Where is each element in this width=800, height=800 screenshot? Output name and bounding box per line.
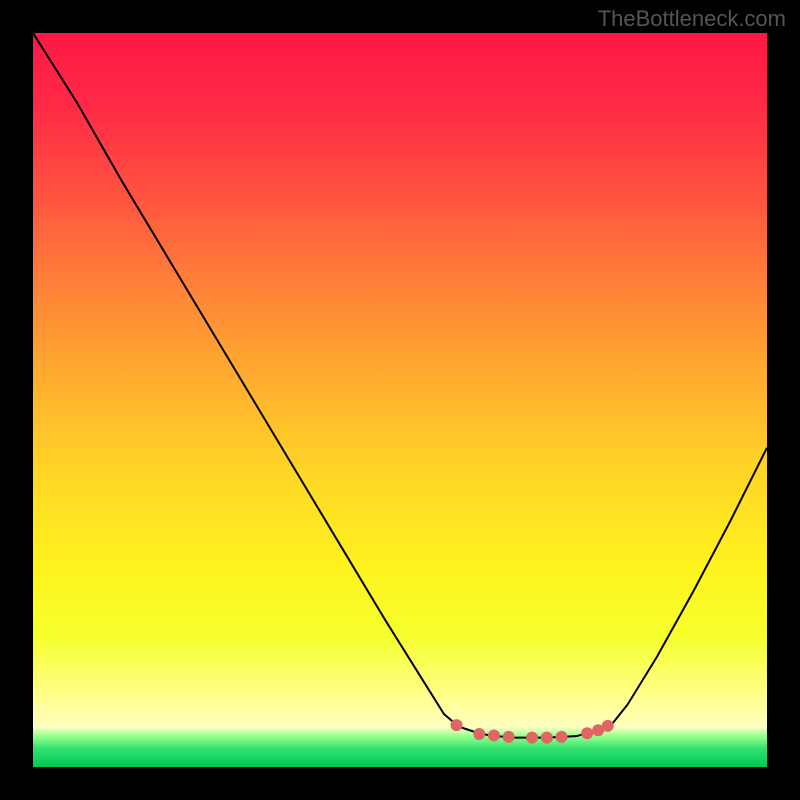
- chart-container: TheBottleneck.com: [0, 0, 800, 800]
- watermark-text: TheBottleneck.com: [598, 6, 786, 32]
- optimal-dot: [602, 720, 614, 732]
- optimal-dot: [473, 728, 485, 740]
- bottleneck-curve: [33, 33, 767, 738]
- plot-area: [33, 33, 767, 767]
- optimal-dot: [526, 732, 538, 744]
- optimal-dot: [581, 727, 593, 739]
- optimal-range-dots: [451, 719, 614, 743]
- optimal-dot: [555, 731, 567, 743]
- optimal-dot: [541, 732, 553, 744]
- optimal-dot: [503, 731, 515, 743]
- curve-layer: [33, 33, 767, 767]
- optimal-dot: [451, 719, 463, 731]
- optimal-dot: [488, 729, 500, 741]
